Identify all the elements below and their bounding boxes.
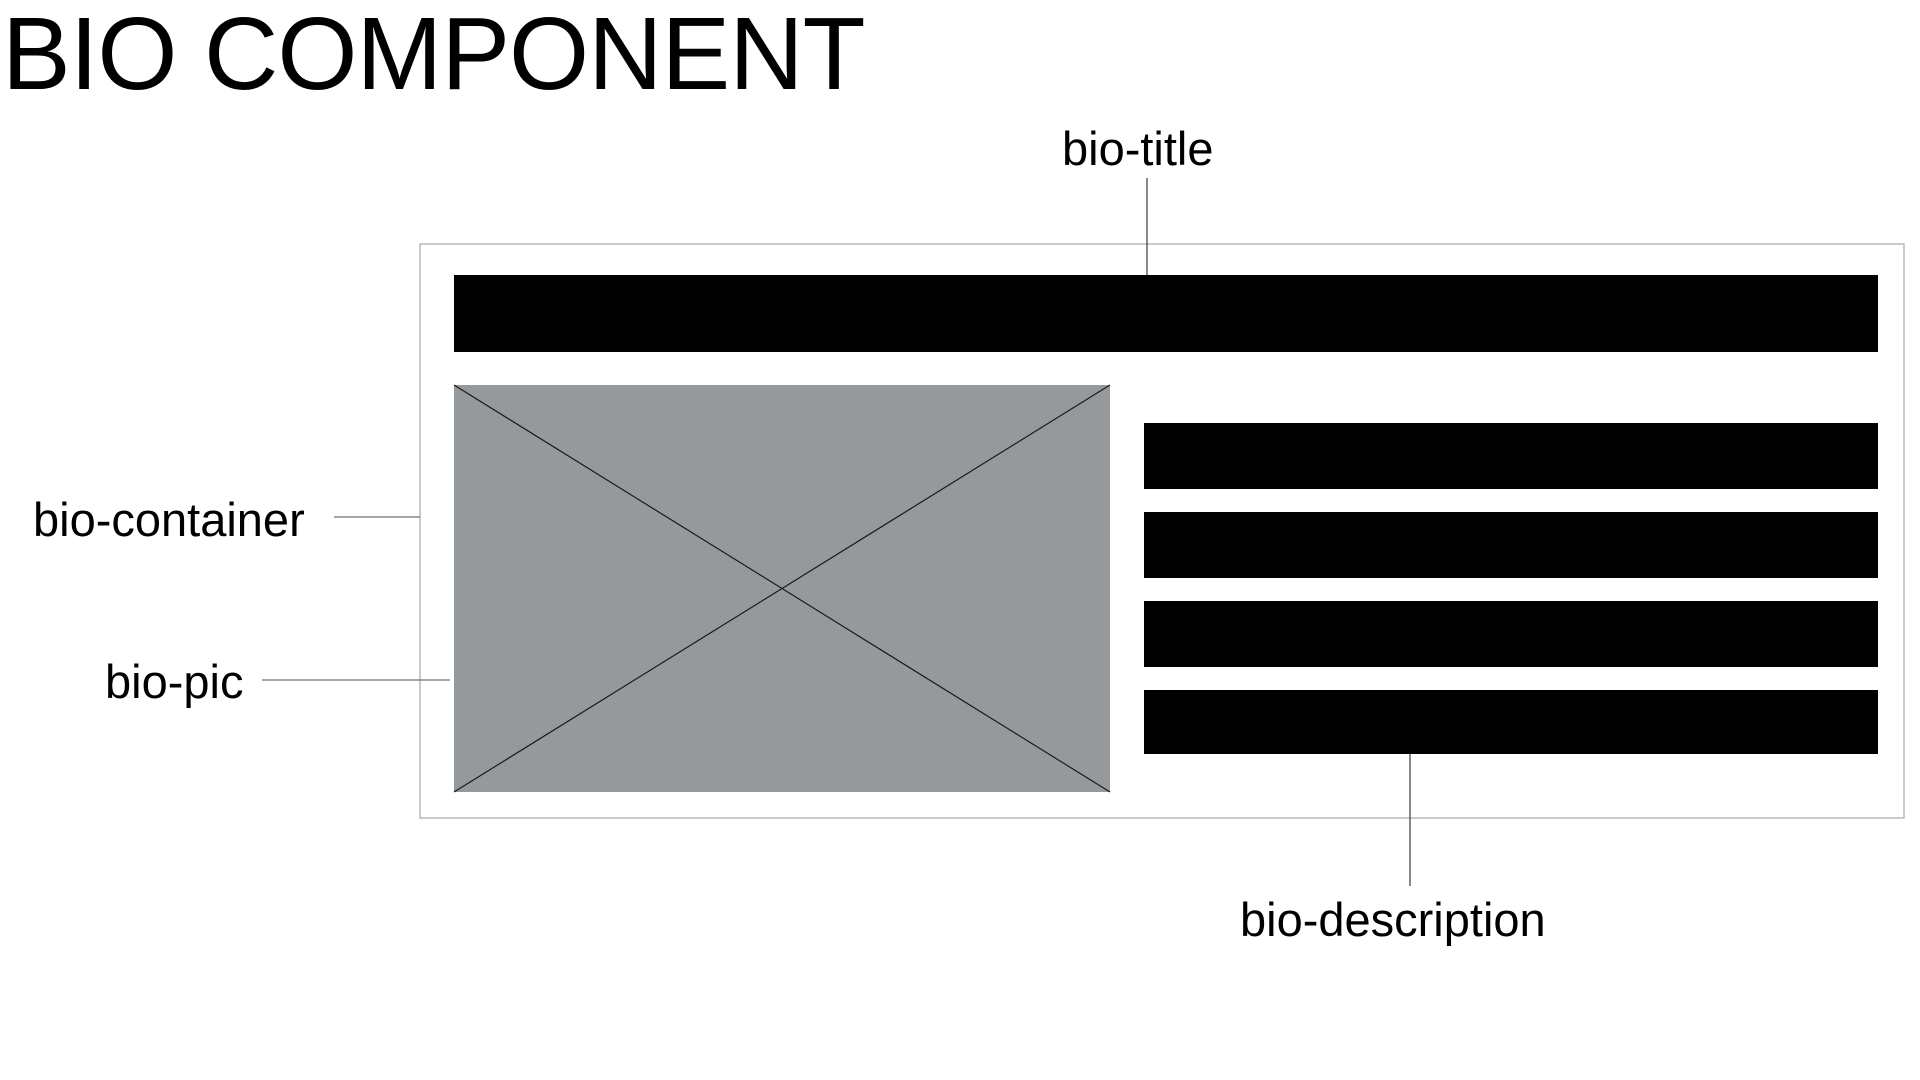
bio-description-lines bbox=[1144, 423, 1878, 754]
bio-pic-label: bio-pic bbox=[105, 655, 244, 708]
bio-description-line bbox=[1144, 512, 1878, 578]
bio-description-line bbox=[1144, 690, 1878, 754]
bio-description-line bbox=[1144, 601, 1878, 667]
bio-pic-cross-line bbox=[453, 384, 1111, 793]
bio-container-frame bbox=[419, 243, 1905, 819]
bio-container-label: bio-container bbox=[33, 493, 305, 546]
bio-pic-placeholder bbox=[453, 384, 1111, 793]
bio-title-label: bio-title bbox=[1062, 122, 1214, 175]
bio-description-label: bio-description bbox=[1240, 893, 1546, 946]
page-title: BIO COMPONENT bbox=[2, 0, 866, 111]
bio-description-line bbox=[1144, 423, 1878, 489]
bio-title-bar bbox=[454, 275, 1878, 352]
